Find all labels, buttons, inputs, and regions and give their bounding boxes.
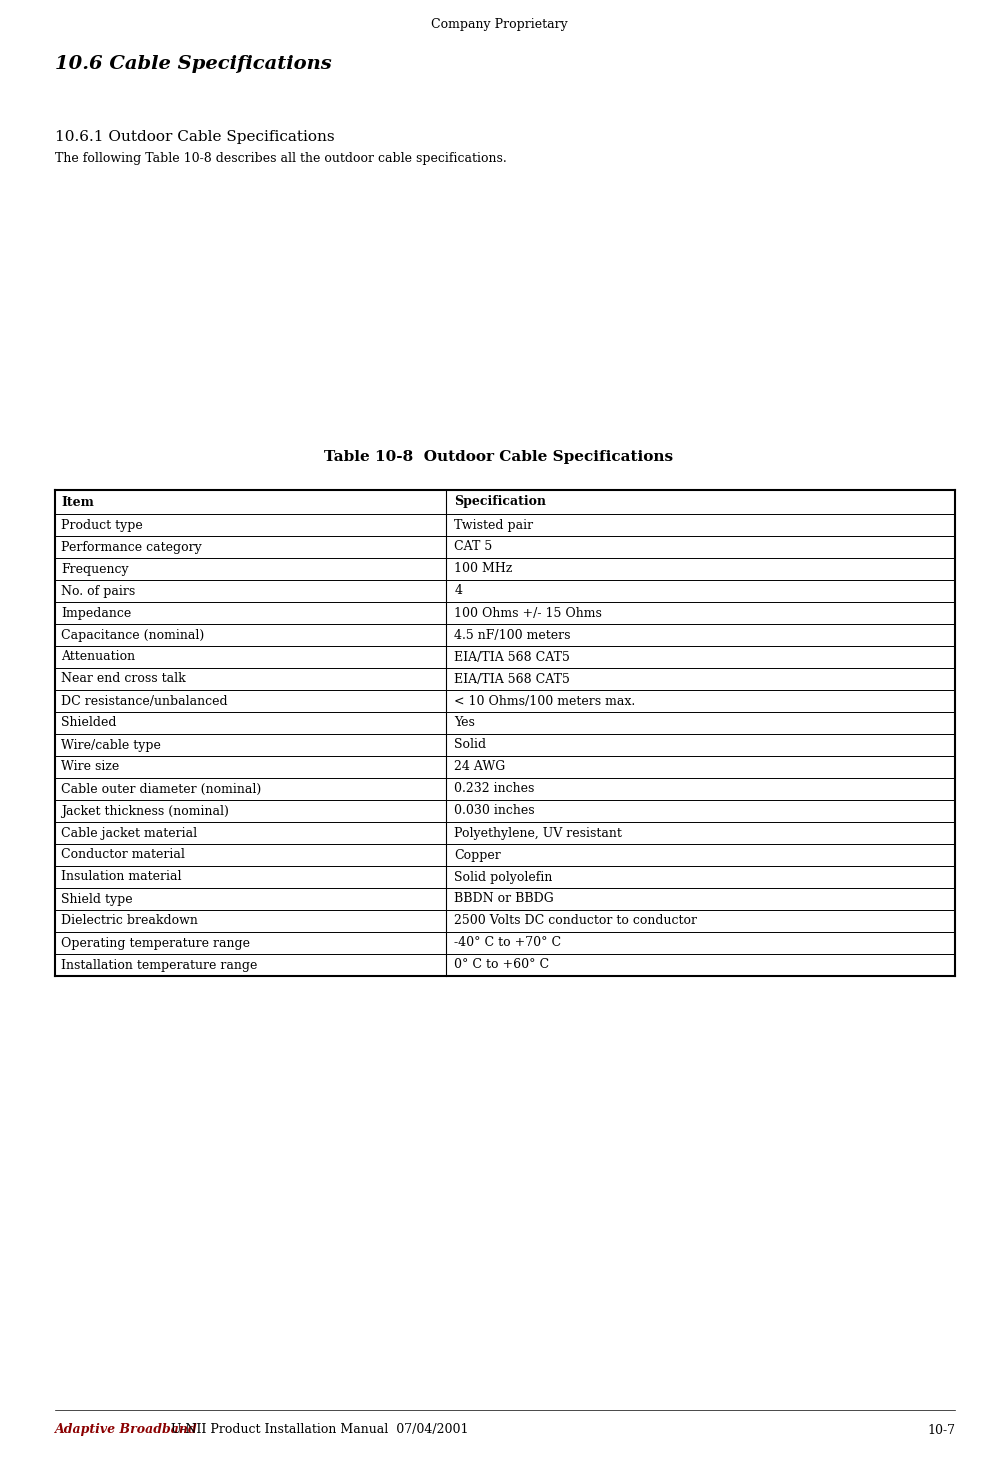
Text: Solid polyolefin: Solid polyolefin	[454, 870, 553, 883]
Text: Frequency: Frequency	[61, 563, 129, 576]
Text: Cable outer diameter (nominal): Cable outer diameter (nominal)	[61, 782, 261, 795]
Text: 2500 Volts DC conductor to conductor: 2500 Volts DC conductor to conductor	[454, 914, 698, 927]
Bar	[55, 536, 955, 558]
Text: Wire size: Wire size	[61, 760, 119, 774]
Bar	[55, 602, 955, 624]
Text: Polyethylene, UV resistant: Polyethylene, UV resistant	[454, 826, 623, 839]
Text: 100 MHz: 100 MHz	[454, 563, 513, 576]
Bar	[55, 778, 955, 800]
Text: U-NII Product Installation Manual  07/04/2001: U-NII Product Installation Manual 07/04/…	[163, 1424, 468, 1437]
Text: BBDN or BBDG: BBDN or BBDG	[454, 892, 554, 905]
Text: Company Proprietary: Company Proprietary	[430, 18, 568, 31]
Bar	[55, 734, 955, 756]
Text: Item: Item	[61, 495, 94, 508]
Bar	[55, 514, 955, 536]
Bar	[55, 888, 955, 910]
Text: Impedance: Impedance	[61, 607, 132, 620]
Text: Capacitance (nominal): Capacitance (nominal)	[61, 628, 205, 642]
Text: EIA/TIA 568 CAT5: EIA/TIA 568 CAT5	[454, 672, 571, 686]
Bar	[55, 668, 955, 690]
Text: Dielectric breakdown: Dielectric breakdown	[61, 914, 198, 927]
Text: < 10 Ohms/100 meters max.: < 10 Ohms/100 meters max.	[454, 694, 636, 708]
Text: Specification: Specification	[454, 495, 547, 508]
Text: Installation temperature range: Installation temperature range	[61, 958, 257, 971]
Bar	[55, 822, 955, 844]
Bar	[55, 580, 955, 602]
Text: Product type: Product type	[61, 519, 143, 532]
Bar	[55, 844, 955, 866]
Bar	[55, 910, 955, 932]
Text: 10.6 Cable Specifications: 10.6 Cable Specifications	[55, 56, 331, 73]
Text: 100 Ohms +/- 15 Ohms: 100 Ohms +/- 15 Ohms	[454, 607, 603, 620]
Text: Adaptive Broadband: Adaptive Broadband	[55, 1424, 198, 1437]
Text: 4: 4	[454, 585, 462, 598]
Bar	[55, 866, 955, 888]
Text: No. of pairs: No. of pairs	[61, 585, 136, 598]
Text: 10.6.1 Outdoor Cable Specifications: 10.6.1 Outdoor Cable Specifications	[55, 130, 334, 144]
Text: EIA/TIA 568 CAT5: EIA/TIA 568 CAT5	[454, 650, 571, 664]
Text: Yes: Yes	[454, 716, 475, 730]
Text: Shielded: Shielded	[61, 716, 117, 730]
Text: Attenuation: Attenuation	[61, 650, 135, 664]
Text: Wire/cable type: Wire/cable type	[61, 738, 161, 752]
Bar	[55, 712, 955, 734]
Text: CAT 5: CAT 5	[454, 541, 493, 554]
Text: 0.232 inches: 0.232 inches	[454, 782, 535, 795]
Text: The following Table 10-8 describes all the outdoor cable specifications.: The following Table 10-8 describes all t…	[55, 152, 507, 166]
Bar	[55, 954, 955, 976]
Text: Shield type: Shield type	[61, 892, 133, 905]
Text: Conductor material: Conductor material	[61, 848, 185, 861]
Text: 0.030 inches: 0.030 inches	[454, 804, 535, 817]
Text: DC resistance/unbalanced: DC resistance/unbalanced	[61, 694, 228, 708]
Text: 0° C to +60° C: 0° C to +60° C	[454, 958, 550, 971]
Bar	[55, 646, 955, 668]
Bar	[55, 800, 955, 822]
Text: Twisted pair: Twisted pair	[454, 519, 534, 532]
Text: Jacket thickness (nominal): Jacket thickness (nominal)	[61, 804, 229, 817]
Text: Copper: Copper	[454, 848, 501, 861]
Bar	[55, 756, 955, 778]
Bar	[55, 624, 955, 646]
Text: Operating temperature range: Operating temperature range	[61, 936, 250, 949]
Text: Insulation material: Insulation material	[61, 870, 182, 883]
Bar	[55, 690, 955, 712]
Bar	[55, 489, 955, 514]
Text: Solid: Solid	[454, 738, 487, 752]
Text: 24 AWG: 24 AWG	[454, 760, 506, 774]
Text: Table 10-8  Outdoor Cable Specifications: Table 10-8 Outdoor Cable Specifications	[324, 450, 674, 464]
Text: -40° C to +70° C: -40° C to +70° C	[454, 936, 562, 949]
Text: Performance category: Performance category	[61, 541, 202, 554]
Text: 4.5 nF/100 meters: 4.5 nF/100 meters	[454, 628, 571, 642]
Text: Cable jacket material: Cable jacket material	[61, 826, 198, 839]
Bar	[55, 558, 955, 580]
Bar	[55, 932, 955, 954]
Text: Near end cross talk: Near end cross talk	[61, 672, 186, 686]
Text: 10-7: 10-7	[927, 1424, 955, 1437]
